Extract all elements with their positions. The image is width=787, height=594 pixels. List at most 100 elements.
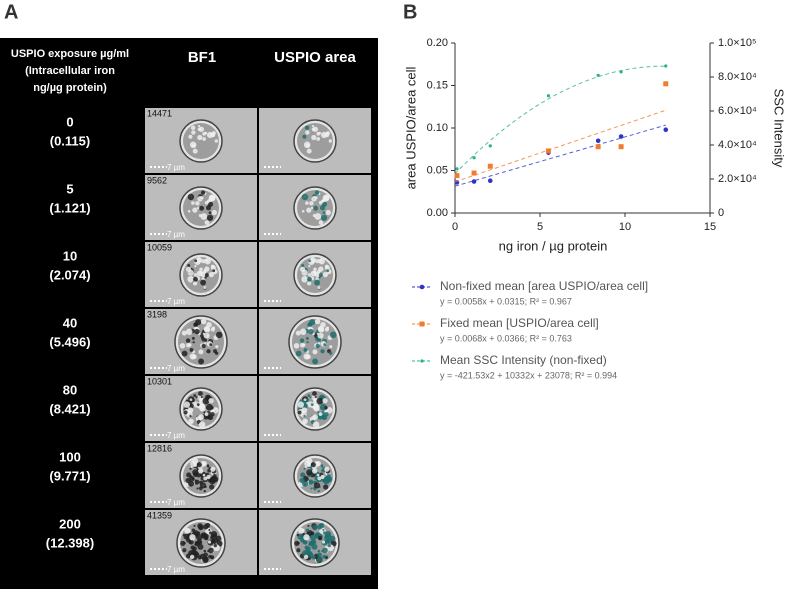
cell-texture <box>198 391 203 396</box>
cell-image <box>145 510 257 575</box>
cell-texture <box>199 482 207 489</box>
cell-texture <box>210 264 215 269</box>
cell-texture <box>203 325 210 332</box>
cell-texture <box>310 531 315 536</box>
cell-texture <box>303 347 308 352</box>
cell-texture <box>207 550 210 553</box>
cell-texture <box>200 190 206 195</box>
cell-texture <box>311 124 315 128</box>
cell-texture <box>187 264 191 267</box>
cell-texture <box>316 473 320 477</box>
cell-texture <box>198 468 204 474</box>
cell-texture <box>208 547 214 554</box>
cell-texture <box>193 394 197 397</box>
cell-texture <box>185 338 191 343</box>
cell-texture <box>200 279 206 286</box>
cell-texture <box>196 206 200 210</box>
cell-texture <box>319 205 326 211</box>
trend-line <box>454 65 666 175</box>
y-tick-label: 0.00 <box>427 207 448 219</box>
cell-texture <box>204 276 207 279</box>
cell-texture <box>200 213 208 220</box>
cell-texture <box>301 269 308 276</box>
cell-texture <box>192 207 198 213</box>
cell-texture <box>322 528 325 531</box>
cell-texture <box>303 534 310 541</box>
cell-texture <box>185 328 193 336</box>
cell-texture <box>210 533 218 540</box>
cell-texture <box>187 275 194 283</box>
scale-label: 7 µm <box>167 163 185 172</box>
cell-texture <box>316 397 324 405</box>
cell-texture <box>204 220 210 225</box>
data-point <box>595 144 601 150</box>
trend-line <box>454 109 666 183</box>
cell-texture <box>324 264 329 269</box>
cell-image <box>145 175 257 240</box>
data-point <box>618 144 624 150</box>
cell-texture <box>317 269 321 273</box>
cell-texture <box>205 205 212 211</box>
cell-texture <box>302 539 308 545</box>
iron-label: (0.115) <box>50 133 90 148</box>
exposure-label: 40 <box>63 315 77 330</box>
cell-texture <box>212 269 216 273</box>
image-id: 9562 <box>147 175 167 185</box>
cell-texture <box>318 273 323 278</box>
cell-texture <box>326 326 330 330</box>
cell-texture <box>203 332 210 339</box>
cell-texture <box>312 540 317 545</box>
cell-texture <box>310 403 314 407</box>
cell-texture <box>308 328 314 335</box>
cell-texture <box>322 271 329 278</box>
cell-texture <box>189 554 195 560</box>
y-tick-label: 0.10 <box>427 122 448 134</box>
image-id: 41359 <box>147 510 172 520</box>
cell-texture <box>320 349 325 354</box>
cell-texture <box>307 322 312 327</box>
cell-texture <box>210 406 214 410</box>
cell-texture <box>203 476 208 481</box>
cell-texture <box>302 134 307 139</box>
cell-texture <box>212 474 217 478</box>
cell-texture <box>324 466 330 472</box>
cell-texture <box>196 270 203 277</box>
cell-texture <box>300 342 305 348</box>
cell-texture <box>312 524 318 531</box>
cell-texture <box>325 556 328 559</box>
data-point <box>618 134 624 139</box>
cell-texture <box>297 410 302 415</box>
legend-marker <box>419 321 425 327</box>
cell-texture <box>322 211 326 215</box>
cell-texture <box>189 534 196 541</box>
legend-marker <box>420 359 424 363</box>
data-point <box>619 70 623 74</box>
data-point <box>454 173 460 179</box>
cell-texture <box>317 325 324 332</box>
cell-texture <box>191 130 196 135</box>
cell-texture <box>201 343 206 349</box>
cell-texture <box>193 273 197 277</box>
image-id: 10301 <box>147 376 172 386</box>
cell-image <box>145 242 257 307</box>
scale-label: 7 µm <box>167 297 185 306</box>
cell-texture <box>312 468 318 474</box>
cell-texture <box>211 209 217 216</box>
cell-texture <box>305 201 309 205</box>
header-line: ng/µg protein) <box>33 82 107 94</box>
x-tick-label: 0 <box>452 221 458 233</box>
cell-texture <box>310 462 316 468</box>
cell-texture <box>309 201 314 206</box>
cell-texture <box>202 137 207 141</box>
cell-texture <box>294 540 300 546</box>
cell-texture <box>179 343 186 349</box>
cell-texture <box>208 211 212 215</box>
cell-texture <box>309 542 312 545</box>
data-point <box>663 81 669 87</box>
cell-texture <box>187 193 195 201</box>
cell-texture <box>301 264 305 267</box>
cell-texture <box>208 198 212 203</box>
cell-texture <box>186 342 191 348</box>
cell-texture <box>320 474 325 480</box>
data-point <box>487 163 493 169</box>
